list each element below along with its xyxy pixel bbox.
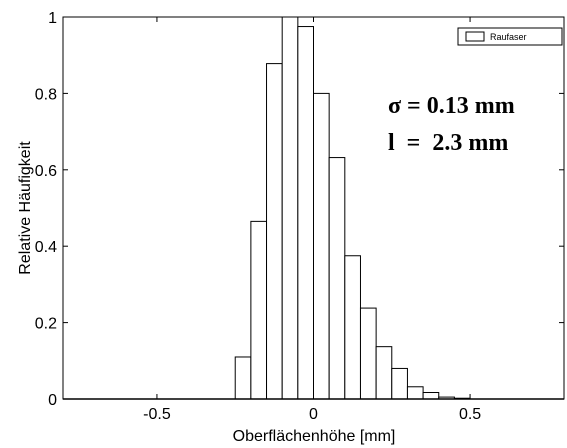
x-tick-label: 0.5 [459,406,481,423]
y-tick-label: 0 [48,392,57,409]
sigma-annotation: σ = 0.13 mm [388,93,515,119]
histogram-bar [281,16,299,400]
legend-label: Raufaser [490,32,527,42]
length-annotation: l = 2.3 mm [388,130,508,156]
histogram-bar [297,26,314,400]
tick-labels-group: -0.5 0 0.5 0 0.2 0.4 0.6 0.8 1 [35,10,482,423]
bars-group [63,16,564,400]
histogram-bar [422,392,440,400]
y-axis-label: Relative Häufigkeit [17,141,34,275]
histogram-bar [313,92,330,400]
histogram-bar [266,63,283,400]
histogram-bar [391,367,408,400]
x-axis-label: Oberflächenhöhe [mm] [233,428,396,445]
y-tick-label: 1 [48,10,57,27]
legend: Raufaser [457,27,563,46]
y-tick-label: 0.8 [35,86,57,103]
histogram-bar [250,220,268,400]
histogram-bar [359,307,377,400]
x-tick-label: 0 [309,406,318,423]
histogram-bar [406,386,424,400]
histogram-bar [344,255,361,400]
legend-swatch [465,31,485,42]
histogram-bar [375,346,393,400]
y-tick-label: 0.2 [35,316,57,333]
x-tick-label: -0.5 [143,406,171,423]
histogram-bar [328,157,346,400]
histogram-bar [234,356,252,400]
ticks-group [63,16,564,400]
y-tick-label: 0.6 [35,163,57,180]
y-tick-label: 0.4 [35,239,57,256]
